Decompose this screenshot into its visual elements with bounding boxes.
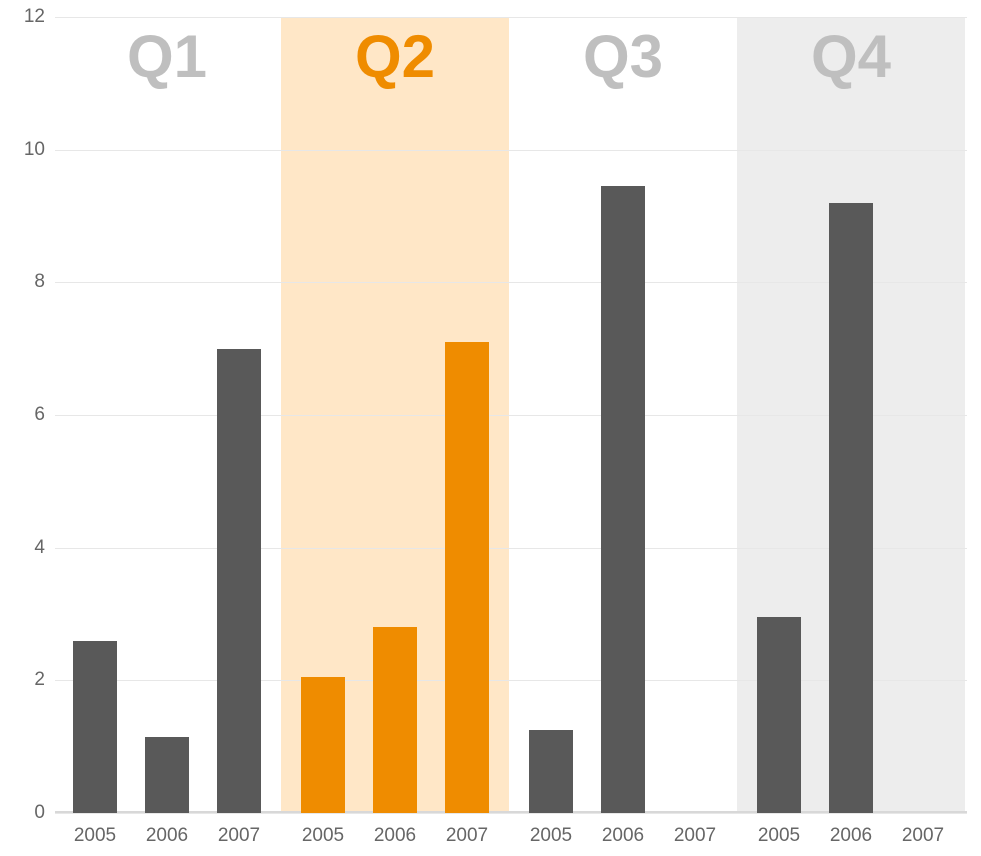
y-tick-label: 10: [0, 139, 45, 161]
quarter-label-q3: Q3: [583, 27, 663, 87]
bar-q3-2006: [601, 186, 645, 813]
bar-q4-2005: [757, 617, 801, 813]
x-tick-label: 2007: [218, 825, 260, 847]
y-tick-label: 12: [0, 6, 45, 28]
plot-area: Q1 Q2 Q3 Q4: [55, 17, 967, 813]
x-tick-label: 2005: [302, 825, 344, 847]
bar-q1-2007: [217, 349, 261, 813]
quarter-label-q4: Q4: [811, 27, 891, 87]
bar-q3-2005: [529, 730, 573, 813]
y-tick-label: 2: [0, 669, 45, 691]
x-tick-label: 2005: [74, 825, 116, 847]
grid-line: [55, 17, 967, 18]
grid-line: [55, 813, 967, 814]
x-tick-label: 2007: [902, 825, 944, 847]
x-tick-label: 2006: [602, 825, 644, 847]
bar-q2-2006: [373, 627, 417, 813]
x-tick-label: 2005: [530, 825, 572, 847]
bar-q2-2007: [445, 342, 489, 813]
quarter-label-q1: Q1: [127, 27, 207, 87]
x-tick-label: 2007: [674, 825, 716, 847]
x-tick-label: 2006: [830, 825, 872, 847]
bar-q1-2005: [73, 641, 117, 813]
y-tick-label: 0: [0, 802, 45, 824]
x-tick-label: 2006: [374, 825, 416, 847]
bar-q2-2005: [301, 677, 345, 813]
bar-q4-2006: [829, 203, 873, 813]
y-tick-label: 4: [0, 537, 45, 559]
quarterly-bar-chart: Q1 Q2 Q3 Q4 0 2 4 6 8 10 12 2005 2006 2007 2005 2006 20…: [0, 0, 981, 856]
grid-line: [55, 150, 967, 151]
x-tick-label: 2006: [146, 825, 188, 847]
bar-q1-2006: [145, 737, 189, 813]
y-tick-label: 6: [0, 404, 45, 426]
x-tick-label: 2005: [758, 825, 800, 847]
x-tick-label: 2007: [446, 825, 488, 847]
quarter-label-q2: Q2: [355, 27, 435, 87]
y-tick-label: 8: [0, 271, 45, 293]
